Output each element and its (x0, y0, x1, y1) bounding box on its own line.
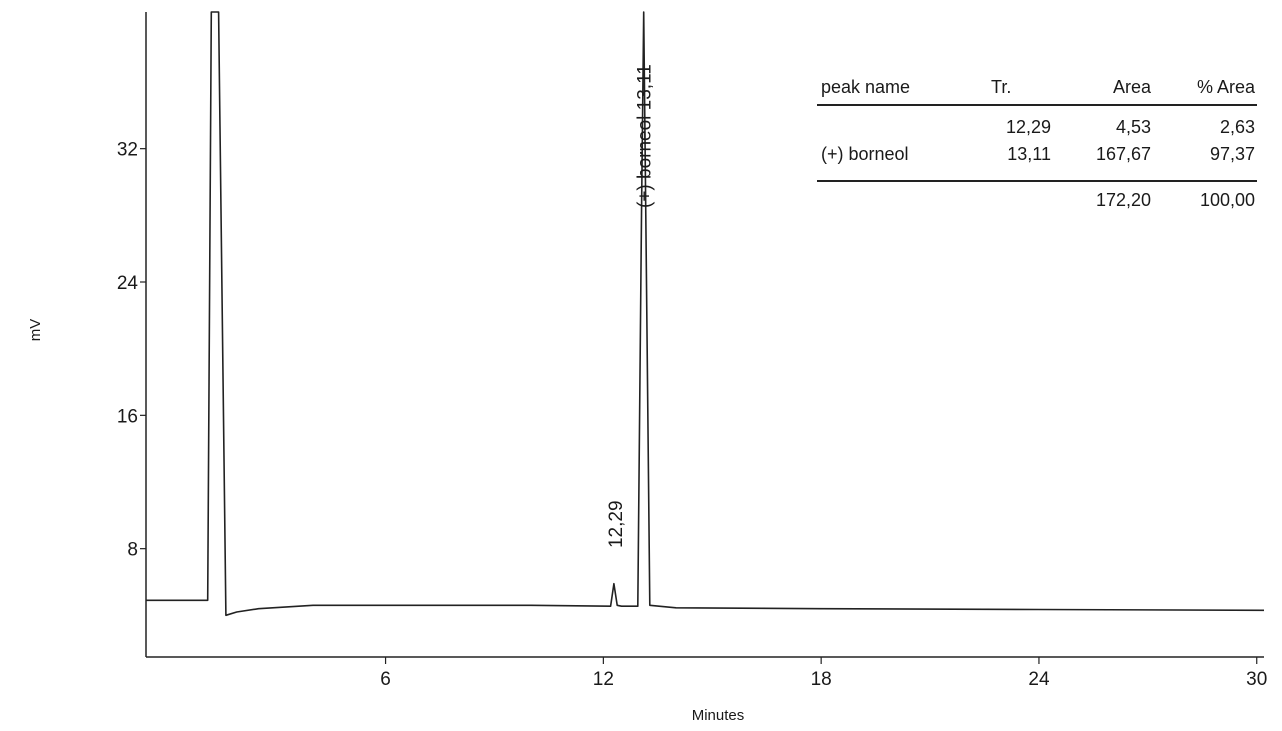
row-2-percent-area: 97,37 (1209, 144, 1255, 164)
header-retention-time: Tr. (991, 76, 1012, 97)
header-peak-name: peak name (821, 76, 911, 97)
total-area: 172,20 (1095, 189, 1151, 210)
y-axis-title: mV (27, 319, 44, 342)
header-area: Area (1112, 76, 1151, 97)
y-tick-label: 32 (117, 140, 138, 161)
y-tick-label: 16 (117, 406, 138, 427)
row-2-area: 167,67 (1095, 144, 1151, 164)
x-tick-label: 12 (593, 669, 614, 690)
y-tick-label: 8 (127, 540, 138, 561)
peak-label-12-29: 12,29 (606, 500, 627, 548)
row-1-percent-area: 2,63 (1219, 117, 1255, 137)
row-2-retention-time: 13,11 (1007, 144, 1051, 164)
table-total-row: 172,20 100,00 (817, 180, 1257, 214)
chromatogram-trace (146, 11, 1265, 617)
table-row: 12,29 4,53 2,63 (817, 114, 1257, 141)
x-tick-label: 18 (811, 669, 832, 690)
table-row: (+) borneol 13,11 167,67 97,37 (817, 141, 1257, 168)
header-percent-area: % Area (1196, 76, 1255, 97)
x-axis-title: Minutes (692, 707, 745, 724)
y-tick-label: 24 (117, 273, 139, 294)
peak-table-header: peak name Tr. Area % Area (817, 70, 1257, 106)
peak-label-borneol: (+) borneol 13,11 (635, 64, 656, 208)
peak-table: peak name Tr. Area % Area 12,29 4,53 2,6… (817, 70, 1257, 214)
row-1-retention-time: 12,29 (1005, 117, 1051, 137)
row-2-peak-name: (+) borneol (821, 144, 909, 164)
total-percent-area: 100,00 (1199, 189, 1255, 210)
x-tick-label: 6 (380, 669, 391, 690)
x-tick-label: 24 (1028, 669, 1050, 690)
row-1-area: 4,53 (1115, 117, 1151, 137)
x-tick-label: 30 (1246, 669, 1267, 690)
